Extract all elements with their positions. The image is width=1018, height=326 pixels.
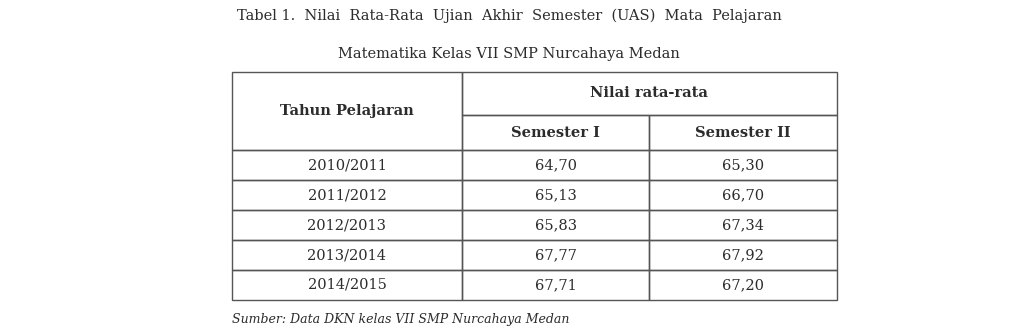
Bar: [649, 240, 837, 270]
Text: 2010/2011: 2010/2011: [307, 158, 387, 172]
Bar: [462, 240, 649, 270]
Text: 67,34: 67,34: [722, 218, 765, 232]
Bar: [649, 210, 837, 240]
Text: 67,71: 67,71: [534, 278, 576, 292]
Text: 2012/2013: 2012/2013: [307, 218, 387, 232]
Text: Semester II: Semester II: [695, 126, 791, 140]
Bar: [649, 180, 837, 210]
Text: 67,92: 67,92: [722, 248, 764, 262]
Bar: [232, 72, 462, 151]
Text: 67,20: 67,20: [722, 278, 765, 292]
Text: 65,13: 65,13: [534, 188, 576, 202]
Bar: [462, 270, 649, 300]
Text: Tahun Pelajaran: Tahun Pelajaran: [280, 104, 414, 118]
Text: 67,77: 67,77: [534, 248, 576, 262]
Bar: [232, 240, 462, 270]
Bar: [232, 210, 462, 240]
Text: 65,83: 65,83: [534, 218, 576, 232]
Text: 2013/2014: 2013/2014: [307, 248, 387, 262]
Text: Sumber: Data DKN kelas VII SMP Nurcahaya Medan: Sumber: Data DKN kelas VII SMP Nurcahaya…: [232, 313, 569, 326]
Bar: [649, 270, 837, 300]
Text: 65,30: 65,30: [722, 158, 765, 172]
Text: 2014/2015: 2014/2015: [307, 278, 387, 292]
Bar: [232, 270, 462, 300]
Bar: [232, 150, 462, 180]
Text: Nilai rata-rata: Nilai rata-rata: [590, 86, 709, 100]
Bar: [462, 72, 837, 115]
Text: 2011/2012: 2011/2012: [307, 188, 387, 202]
Text: 64,70: 64,70: [534, 158, 576, 172]
Bar: [649, 115, 837, 151]
Bar: [649, 150, 837, 180]
Bar: [232, 180, 462, 210]
Text: Tabel 1.  Nilai  Rata-Rata  Ujian  Akhir  Semester  (UAS)  Mata  Pelajaran: Tabel 1. Nilai Rata-Rata Ujian Akhir Sem…: [236, 8, 782, 22]
Bar: [462, 150, 649, 180]
Bar: [462, 115, 649, 151]
Text: Matematika Kelas VII SMP Nurcahaya Medan: Matematika Kelas VII SMP Nurcahaya Medan: [338, 47, 680, 61]
Bar: [462, 210, 649, 240]
Text: Semester I: Semester I: [511, 126, 600, 140]
Text: 66,70: 66,70: [722, 188, 765, 202]
Bar: [462, 180, 649, 210]
